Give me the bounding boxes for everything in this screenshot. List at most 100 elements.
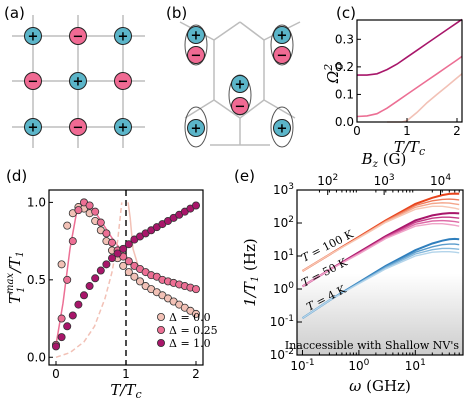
data-point-light (191, 309, 200, 318)
minus-site (69, 118, 87, 136)
plus-site (273, 26, 291, 44)
y-tick-label: 0.5 (27, 273, 46, 287)
data-point-dark (102, 260, 111, 269)
minus-site (69, 27, 87, 45)
plus-site (187, 119, 205, 137)
panel-label-d: (d) (6, 167, 27, 185)
dimer-ellipse (184, 106, 208, 148)
data-point-dark (113, 249, 122, 258)
y-tick-label: 0.0 (27, 350, 46, 364)
minus-site (273, 46, 291, 64)
y-tick-label: 10-1 (270, 314, 294, 329)
data-point-dark (85, 282, 94, 291)
kagome-lattice-diagram: + − + − + − + + (179, 21, 301, 148)
data-point-dark (108, 254, 117, 263)
plus-site (187, 26, 205, 44)
plus-site-sign: + (277, 29, 288, 44)
y-tick-label: 100 (273, 281, 294, 296)
minus-site (231, 97, 249, 115)
x-tick-label: 0 (52, 367, 60, 381)
legend-marker (156, 325, 165, 334)
panel-c-chart: 0 1 2 0.0 0.1 0.2 0.3 T/Tc Ω20 (322, 18, 463, 158)
data-point-dark (119, 244, 128, 253)
minus-site-sign: − (73, 121, 84, 136)
plus-site-sign: + (235, 78, 246, 93)
data-point-dark (74, 300, 83, 309)
plus-site (24, 118, 42, 136)
minus-site-sign: − (28, 75, 39, 90)
bond-line (184, 99, 215, 119)
panel-label-a: (a) (4, 4, 25, 22)
temperature-curve (302, 251, 460, 319)
legend-label: Δ = 0.0 (169, 311, 211, 324)
panel-label-b: (b) (166, 4, 187, 22)
plus-site-sign: + (118, 30, 129, 45)
plus-site (273, 119, 291, 137)
temperature-curve (302, 198, 460, 272)
data-point-mid (96, 218, 105, 227)
plus-site-sign: + (191, 29, 202, 44)
data-point-dark (63, 322, 72, 331)
panel-d-chart: 0 1 2 0.0 0.5 1.0 T/Tc Tmax1/T1 Δ = 0.0Δ = 0.25Δ… (5, 189, 218, 401)
series-line-dark (357, 18, 463, 76)
data-point-mid (91, 207, 100, 216)
y-axis-label: 1/T1 (Hz) (241, 238, 261, 306)
minus-site-sign: − (277, 49, 288, 64)
y-tick-label: 102 (273, 215, 294, 230)
temperature-curve (302, 202, 460, 272)
data-point-mid (124, 257, 133, 266)
series-line-mid (356, 55, 463, 118)
minus-site-sign: − (235, 100, 246, 115)
data-point-light (130, 272, 139, 281)
data-point-dark (124, 240, 133, 249)
minus-site-sign: − (191, 49, 202, 64)
x-tick-label: 1 (403, 124, 411, 138)
plus-site-sign: + (191, 122, 202, 137)
bond-line (213, 99, 241, 119)
legend-marker (156, 338, 165, 347)
minus-site (187, 46, 205, 64)
data-point-mid (85, 201, 94, 210)
data-point-dark (80, 291, 89, 300)
data-point-light (63, 221, 72, 230)
shade-region-label: Inaccessible with Shallow NV's (285, 339, 459, 352)
temperature-curve (301, 192, 460, 272)
dimer-ellipse (184, 24, 208, 66)
data-point-dark (91, 274, 100, 283)
bond-line (239, 99, 265, 119)
temperature-curve (302, 205, 460, 272)
minus-site-sign: − (73, 30, 84, 45)
x-tick-label: 101 (405, 358, 426, 373)
top-x-tick-label: 103 (374, 173, 395, 188)
x-tick-label: 2 (453, 124, 461, 138)
y-tick-label: 101 (273, 248, 294, 263)
data-point-dark (191, 201, 200, 210)
x-tick-label: 0 (353, 124, 361, 138)
plus-site (114, 27, 132, 45)
plus-site-sign: + (73, 75, 84, 90)
data-point-mid (63, 275, 72, 284)
data-point-dark (57, 333, 66, 342)
data-point-light (119, 261, 128, 270)
minus-site (24, 72, 42, 90)
data-point-light (57, 260, 66, 269)
y-axis-label: Tmax1/T1 (5, 251, 27, 304)
legend-label: Δ = 0.25 (169, 324, 218, 337)
plus-site (231, 75, 249, 93)
top-x-tick-label: 104 (430, 173, 451, 188)
series-line-light (387, 73, 463, 123)
y-tick-label: 0.0 (335, 115, 354, 129)
data-point-light (135, 277, 144, 286)
panel-label-e: (e) (234, 167, 255, 185)
plus-site (114, 118, 132, 136)
curve-light-solid (127, 202, 141, 273)
y-tick-label: 0.3 (335, 32, 354, 46)
bond-line (239, 21, 265, 41)
data-point-dark (96, 266, 105, 275)
data-point-mid (102, 229, 111, 238)
y-tick-label: 0.1 (335, 87, 354, 101)
x-tick-label: 2 (192, 367, 200, 381)
x-tick-label: 100 (348, 358, 369, 373)
x-tick-label: 10-1 (290, 358, 314, 373)
